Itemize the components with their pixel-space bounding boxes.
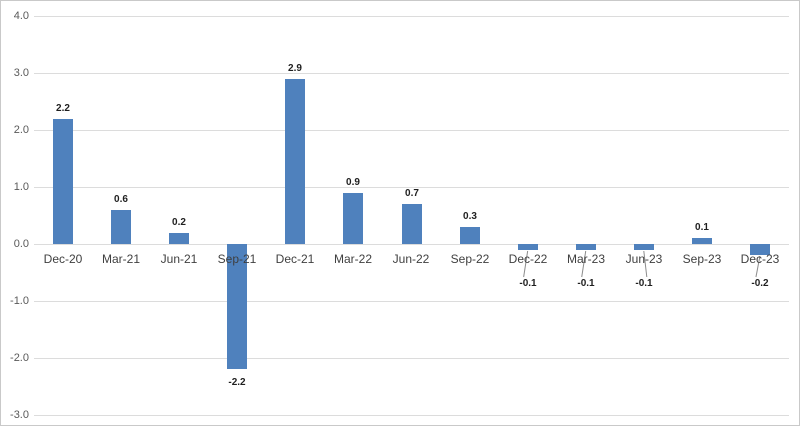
- y-axis-tick-label: -2.0: [10, 352, 29, 364]
- x-axis-category-label: Sep-23: [682, 252, 722, 266]
- y-axis-tick-label: 3.0: [13, 67, 29, 79]
- y-axis-tick-label: 1.0: [13, 181, 29, 193]
- y-axis-tick-label: 2.0: [13, 124, 29, 136]
- data-label-sep-22: 0.3: [463, 211, 477, 222]
- x-axis-category-label: Dec-23: [740, 252, 780, 266]
- bar-mar-23[interactable]: [576, 244, 596, 250]
- data-label-dec-20: 2.2: [56, 103, 70, 114]
- gridline: [34, 415, 789, 416]
- bar-dec-22[interactable]: [518, 244, 538, 250]
- bar-jun-22[interactable]: [402, 204, 422, 244]
- data-label-dec-21: 2.9: [288, 63, 302, 74]
- bar-dec-23[interactable]: [750, 244, 770, 255]
- bar-mar-21[interactable]: [111, 210, 131, 244]
- gridline: [34, 244, 789, 245]
- data-label-mar-21: 0.6: [114, 194, 128, 205]
- bar-mar-22[interactable]: [343, 193, 363, 244]
- x-axis-category-label: Mar-21: [101, 252, 140, 266]
- y-axis-tick-label: 0.0: [13, 238, 29, 250]
- gridline: [34, 187, 789, 188]
- bar-sep-23[interactable]: [692, 238, 712, 244]
- data-label-jun-22: 0.7: [405, 188, 419, 199]
- data-label-jun-21: 0.2: [172, 217, 186, 228]
- gridline: [34, 73, 789, 74]
- bar-dec-21[interactable]: [285, 79, 305, 244]
- bar-jun-23[interactable]: [634, 244, 654, 250]
- bar-sep-22[interactable]: [460, 227, 480, 244]
- y-axis-tick-label: 4.0: [13, 10, 29, 22]
- data-label-dec-22: -0.1: [519, 278, 537, 289]
- x-axis-category-label: Mar-22: [333, 252, 372, 266]
- data-label-sep-23: 0.1: [695, 222, 709, 233]
- gridline: [34, 130, 789, 131]
- bar-dec-20[interactable]: [53, 119, 73, 244]
- x-axis-category-label: Dec-21: [275, 252, 315, 266]
- bar-sep-21[interactable]: [227, 244, 247, 369]
- gridline: [34, 16, 789, 17]
- data-label-sep-21: -2.2: [228, 377, 246, 388]
- gridline: [34, 301, 789, 302]
- data-label-mar-23: -0.1: [577, 278, 595, 289]
- x-axis-category-label: Sep-22: [450, 252, 490, 266]
- data-label-jun-23: -0.1: [635, 278, 653, 289]
- x-axis-category-label: Jun-23: [625, 252, 663, 266]
- x-axis-category-label: Sep-21: [217, 252, 257, 266]
- x-axis-category-label: Jun-21: [160, 252, 198, 266]
- bar-jun-21[interactable]: [169, 233, 189, 244]
- y-axis-tick-label: -1.0: [10, 295, 29, 307]
- data-label-mar-22: 0.9: [346, 177, 360, 188]
- x-axis-category-label: Mar-23: [566, 252, 605, 266]
- x-axis-category-label: Dec-20: [43, 252, 83, 266]
- x-axis-category-label: Jun-22: [392, 252, 430, 266]
- x-axis-category-label: Dec-22: [508, 252, 548, 266]
- data-label-dec-23: -0.2: [751, 278, 769, 289]
- y-axis-tick-label: -3.0: [10, 409, 29, 421]
- gridline: [34, 358, 789, 359]
